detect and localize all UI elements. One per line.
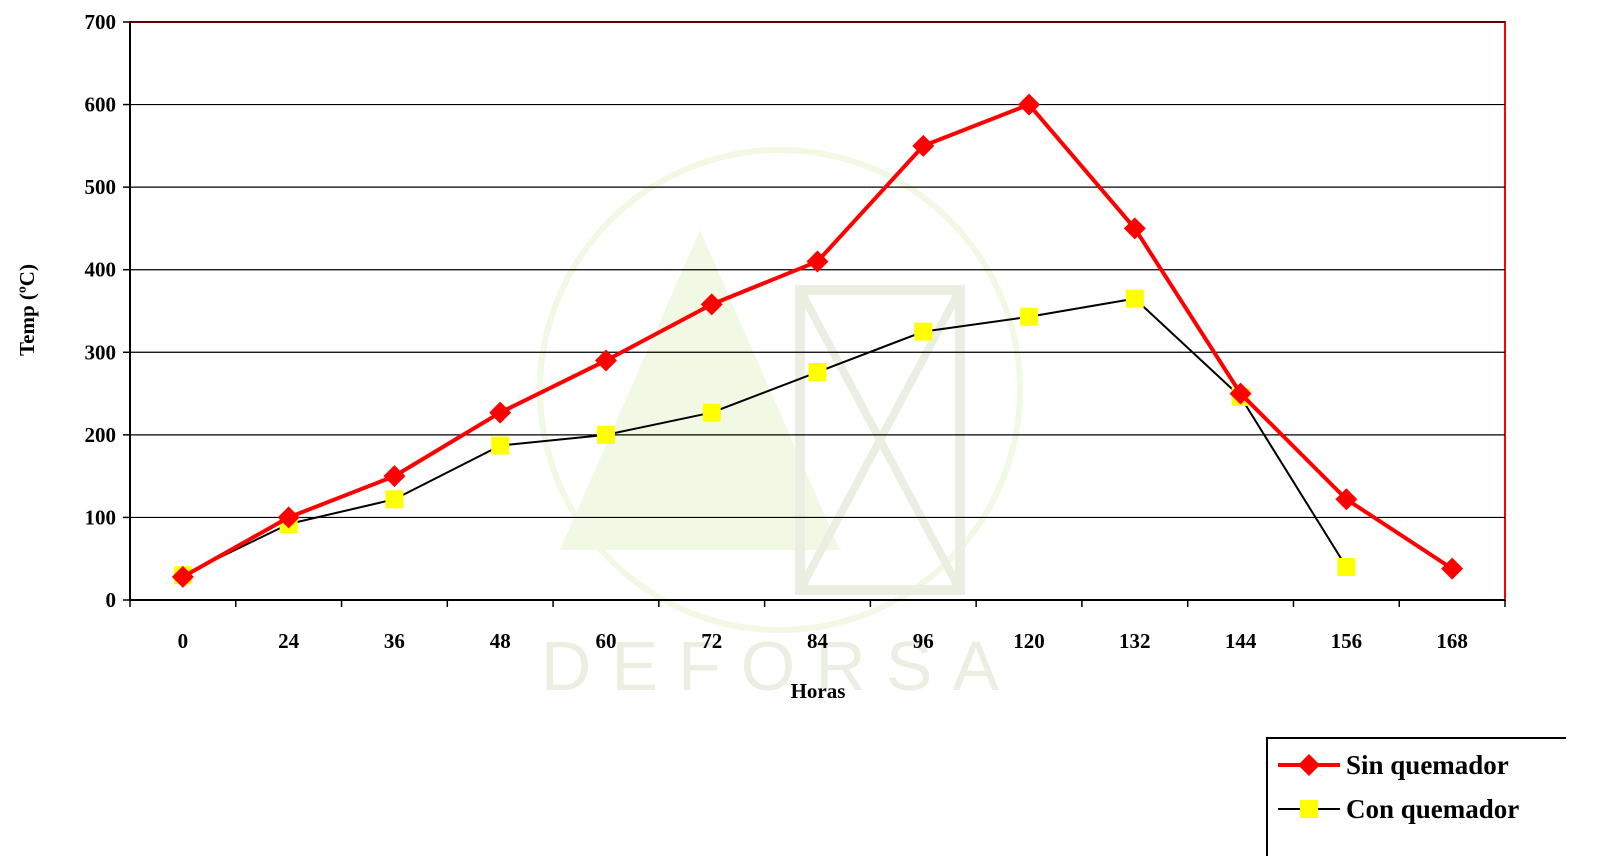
data-point-diamond [1335, 488, 1358, 511]
series-line [182, 297, 1348, 577]
watermark-text: DEFORSA [541, 627, 1019, 705]
data-point-diamond [806, 250, 829, 273]
data-point-diamond [1123, 217, 1146, 240]
series-con-quemador [173, 289, 1356, 585]
data-point-diamond [1441, 557, 1464, 580]
data-point-square [1337, 557, 1356, 576]
legend-marker-diamond-icon [1278, 754, 1340, 776]
y-tick-label: 300 [85, 340, 117, 364]
x-tick-label: 0 [178, 629, 189, 653]
data-point-square [808, 363, 827, 382]
data-point-diamond [489, 401, 512, 424]
data-point-square [385, 490, 404, 509]
x-tick-label: 120 [1013, 629, 1045, 653]
x-tick-label: 24 [278, 629, 300, 653]
legend-label-con-quemador: Con quemador [1346, 793, 1520, 824]
data-point-diamond [171, 565, 194, 588]
y-tick-label: 600 [85, 93, 117, 117]
x-tick-label: 144 [1225, 629, 1257, 653]
x-tick-label: 72 [701, 629, 722, 653]
x-tick-label: 168 [1436, 629, 1468, 653]
data-point-diamond [912, 134, 935, 157]
data-point-square [596, 425, 615, 444]
data-point-diamond [594, 349, 617, 372]
legend-label-sin-quemador: Sin quemador [1346, 749, 1509, 780]
x-axis-title: Horas [791, 679, 846, 703]
series-sin-quemador [171, 93, 1464, 588]
series-group [171, 93, 1464, 588]
x-tick-label: 48 [490, 629, 511, 653]
y-tick-label: 100 [85, 505, 117, 529]
x-tick-label: 84 [807, 629, 829, 653]
x-axis-ticks: 0 24 36 48 60 72 84 96 120 132 144 156 168 [129, 600, 1506, 653]
data-point-square [1020, 307, 1039, 326]
data-point-diamond [383, 465, 406, 488]
y-tick-label: 0 [106, 588, 117, 612]
x-tick-label: 36 [384, 629, 405, 653]
data-point-diamond [277, 506, 300, 529]
x-tick-label: 132 [1119, 629, 1151, 653]
legend-marker-square-icon [1278, 800, 1340, 818]
y-tick-label: 400 [85, 258, 117, 282]
legend-item-con-quemador: Con quemador [1276, 791, 1519, 827]
y-axis-ticks: 0 100 200 300 400 500 600 700 [85, 10, 130, 612]
series-line [181, 102, 1454, 579]
y-tick-label: 500 [85, 175, 117, 199]
x-tick-label: 96 [913, 629, 934, 653]
y-tick-label: 700 [85, 10, 117, 34]
x-tick-label: 156 [1331, 629, 1363, 653]
data-point-diamond [1018, 93, 1041, 116]
y-axis-title: Temp (ºC) [15, 264, 39, 356]
legend: Sin quemador Con quemador [1266, 737, 1566, 856]
data-point-square [491, 436, 510, 455]
data-point-square [914, 322, 933, 341]
x-tick-label: 60 [595, 629, 616, 653]
data-point-square [702, 403, 721, 422]
data-point-diamond [700, 293, 723, 316]
y-tick-label: 200 [85, 423, 117, 447]
data-point-diamond [1229, 382, 1252, 405]
data-point-square [1125, 289, 1144, 308]
legend-item-sin-quemador: Sin quemador [1276, 747, 1509, 783]
defrosa-watermark-logo: DEFORSA [537, 147, 1023, 705]
